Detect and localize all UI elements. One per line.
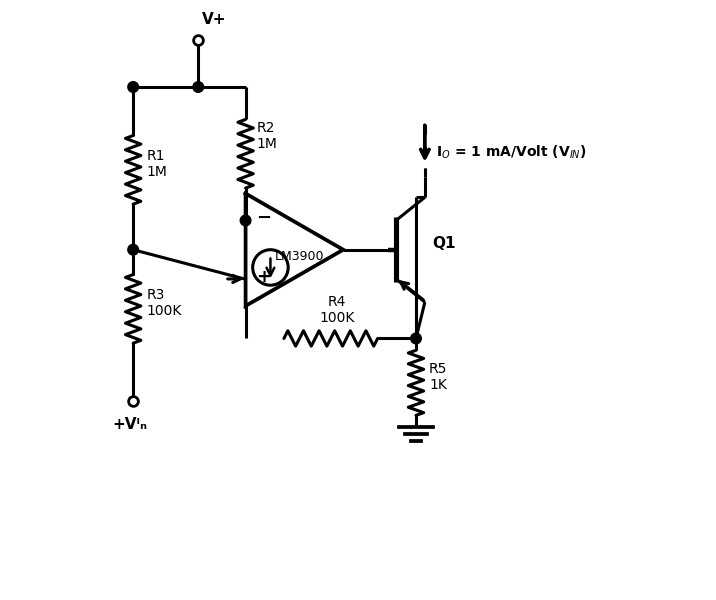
Text: R3
100K: R3 100K xyxy=(146,288,182,318)
Circle shape xyxy=(193,82,203,92)
Text: I$_O$ = 1 mA/Volt (V$_{IN}$): I$_O$ = 1 mA/Volt (V$_{IN}$) xyxy=(435,143,586,161)
Circle shape xyxy=(411,333,421,344)
Text: −: − xyxy=(256,209,271,227)
Text: R5
1K: R5 1K xyxy=(429,362,448,392)
Text: +Vᴵₙ: +Vᴵₙ xyxy=(112,417,147,432)
Text: V+: V+ xyxy=(203,11,227,26)
Text: Q1: Q1 xyxy=(432,236,455,251)
Text: R1
1M: R1 1M xyxy=(146,149,167,179)
Text: LM3900: LM3900 xyxy=(274,250,324,263)
Circle shape xyxy=(128,82,138,92)
Text: R2
1M: R2 1M xyxy=(256,121,277,151)
Text: +: + xyxy=(256,268,271,286)
Circle shape xyxy=(128,244,138,255)
Text: R4
100K: R4 100K xyxy=(319,295,354,325)
Circle shape xyxy=(241,215,251,226)
